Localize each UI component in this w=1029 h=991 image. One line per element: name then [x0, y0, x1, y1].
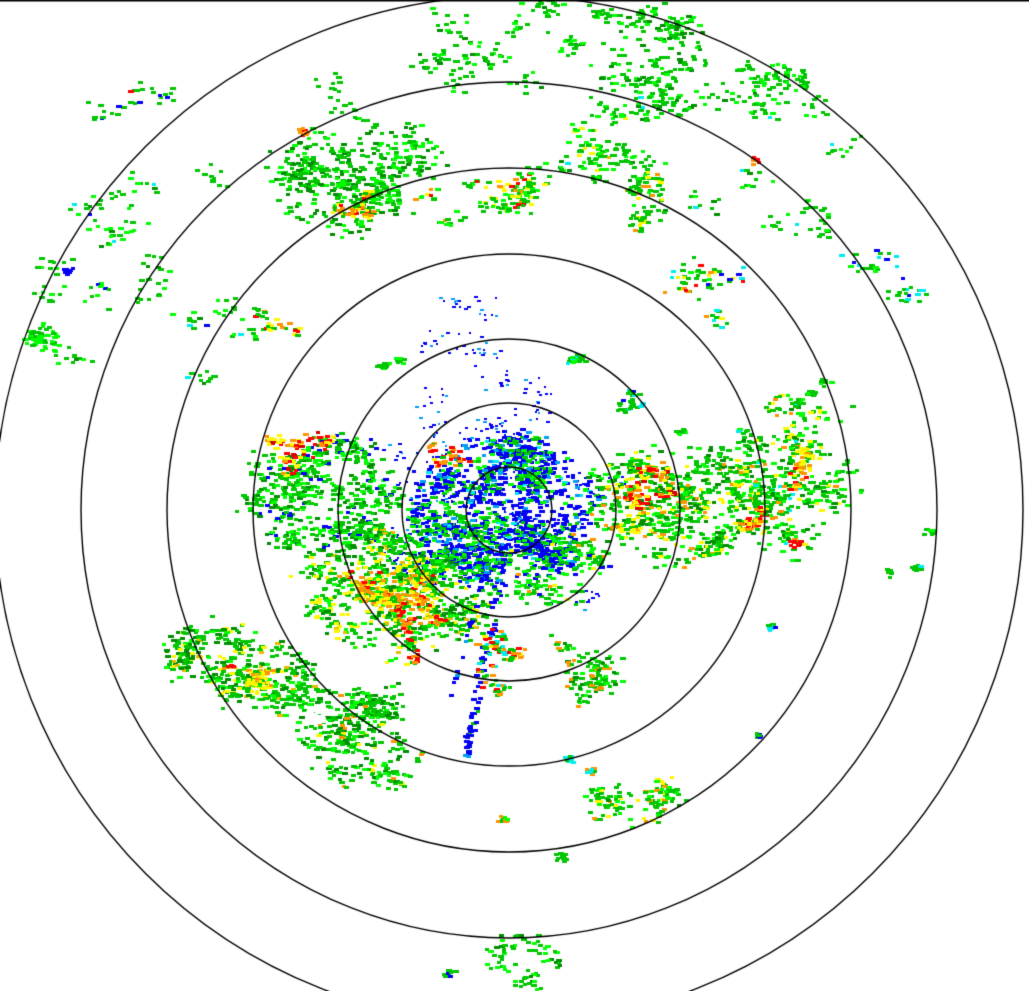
radar-display — [0, 0, 1029, 991]
radar-ppi-canvas — [0, 0, 1029, 991]
